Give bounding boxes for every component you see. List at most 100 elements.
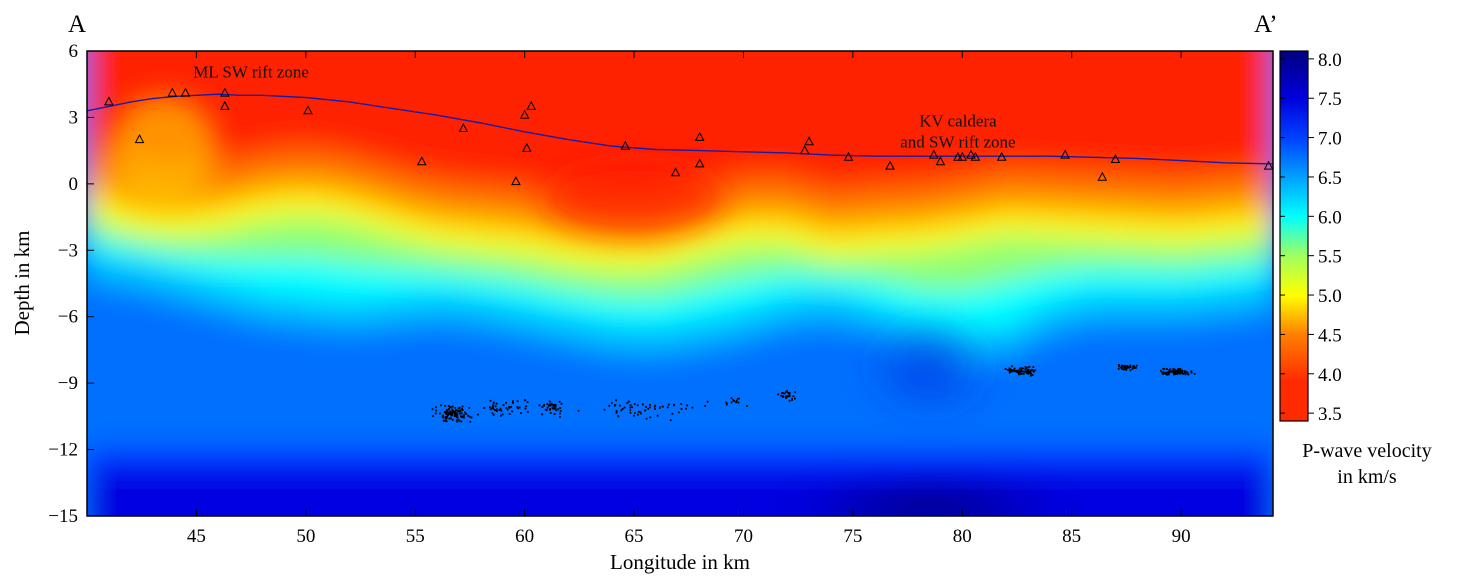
earthquake-dot	[1129, 366, 1132, 368]
earthquake-dot	[666, 406, 669, 409]
y-tick-label: −9	[58, 373, 78, 394]
earthquake-dot	[1118, 365, 1121, 368]
y-axis-ticks: 6 3 0 −3 −6 −9 −12 −15	[48, 41, 94, 527]
earthquake-dot	[483, 407, 486, 409]
earthquake-dot	[1168, 370, 1171, 372]
earthquake-dot	[1181, 369, 1184, 372]
earthquake-dot	[446, 416, 448, 419]
earthquake-dot	[617, 415, 620, 418]
station-marker-7	[416, 156, 427, 166]
colorbar-tick-label: 4.5	[1318, 325, 1342, 346]
velocity-band-1	[87, 144, 1273, 226]
earthquake-dot	[489, 408, 492, 411]
earthquake-dot	[463, 416, 465, 419]
earthquake-dot	[1017, 372, 1020, 374]
earthquake-dot	[1023, 370, 1026, 373]
earthquake-dot	[685, 407, 687, 410]
earthquake-dot	[649, 403, 651, 406]
y-tick-label: 0	[69, 174, 79, 195]
colorbar-tick-label: 5.0	[1318, 286, 1342, 307]
earthquake-dot	[726, 403, 728, 406]
station-marker-0	[104, 96, 114, 106]
earthquake-dot	[459, 410, 462, 413]
earthquake-dot	[615, 410, 618, 412]
earthquake-dot	[445, 417, 448, 420]
colorbar-title-line-2: in km/s	[1337, 466, 1397, 488]
earthquake-dot	[505, 407, 508, 409]
earthquake-dot	[1190, 370, 1193, 373]
earthquake-dot	[1135, 366, 1138, 369]
earthquake-dot	[691, 406, 694, 409]
earthquake-dot	[1016, 371, 1018, 373]
earthquake-dot	[1018, 371, 1021, 374]
earthquake-dot	[1013, 367, 1016, 370]
earthquake-dot	[1184, 371, 1187, 373]
y-tick-label: −6	[58, 307, 78, 328]
earthquake-dot	[1025, 370, 1028, 372]
earthquake-dot	[553, 406, 555, 409]
earthquake-dot	[782, 392, 784, 395]
station-marker-22	[935, 156, 946, 166]
station-marker-14	[670, 167, 681, 177]
colorbar-tick-label: 6.0	[1318, 207, 1342, 228]
earthquake-dot	[1123, 367, 1126, 370]
colorbar-tick-label: 3.5	[1318, 404, 1342, 425]
earthquake-dot	[1126, 365, 1129, 367]
earthquake-dot	[444, 416, 447, 418]
earthquake-dot	[492, 401, 495, 404]
earthquake-dot	[649, 416, 652, 419]
earthquake-dot	[733, 400, 736, 402]
earthquake-dot	[443, 411, 446, 414]
earthquake-dot	[1027, 371, 1030, 374]
earthquake-dot	[493, 409, 496, 411]
earthquake-dot	[1175, 371, 1178, 374]
earthquake-dot	[552, 404, 554, 407]
annotation-1-line-0: KV caldera	[919, 111, 997, 130]
earthquake-dot	[633, 414, 635, 417]
earthquake-dot	[1182, 372, 1185, 375]
deep-high-velocity-body	[859, 310, 1000, 421]
earthquake-dot	[1178, 369, 1181, 372]
earthquake-dot	[737, 401, 740, 404]
earthquake-dot	[463, 414, 465, 417]
velocity-band-5	[87, 233, 1273, 339]
earthquake-dot	[458, 406, 461, 409]
earthquake-dot	[704, 405, 706, 407]
earthquake-dot	[526, 411, 529, 413]
annotation-0-line-0: ML SW rift zone	[193, 63, 309, 82]
earthquake-dot	[1162, 373, 1164, 375]
colorbar-tick-label: 8.0	[1318, 50, 1342, 71]
earthquake-dot	[706, 400, 709, 403]
earthquake-dot	[451, 405, 454, 408]
earthquake-dot	[623, 406, 626, 409]
earthquake-dot	[499, 407, 502, 410]
earthquake-dot	[1179, 368, 1182, 370]
earthquake-dot	[1121, 364, 1124, 367]
earthquake-dot	[1013, 370, 1016, 372]
colorbar-tick-label: 7.0	[1318, 129, 1342, 150]
earthquake-dot	[459, 412, 462, 415]
earthquake-dot	[788, 399, 791, 402]
earthquake-dot	[780, 394, 783, 397]
earthquake-dot	[445, 409, 448, 411]
earthquake-dot	[442, 419, 445, 422]
x-tick-label: 50	[296, 526, 315, 547]
earthquake-dot	[435, 409, 438, 412]
earthquake-dot	[544, 408, 547, 411]
earthquake-dot	[549, 412, 552, 414]
earthquake-dot	[1165, 371, 1168, 374]
earthquake-dot	[787, 391, 789, 394]
earthquake-dot	[448, 417, 451, 420]
earthquake-dot	[736, 398, 739, 400]
earthquake-dot	[1172, 371, 1175, 374]
earthquake-dot	[458, 412, 461, 415]
earthquake-dot	[494, 405, 497, 408]
earthquake-dot	[629, 406, 632, 409]
earthquake-dot	[615, 399, 617, 402]
earthquake-dot	[667, 403, 670, 406]
earthquake-dot	[1021, 370, 1023, 373]
earthquake-dot	[455, 409, 457, 412]
earthquake-dot	[1167, 373, 1170, 376]
earthquake-dot	[637, 413, 639, 416]
earthquake-dot	[1018, 373, 1020, 376]
